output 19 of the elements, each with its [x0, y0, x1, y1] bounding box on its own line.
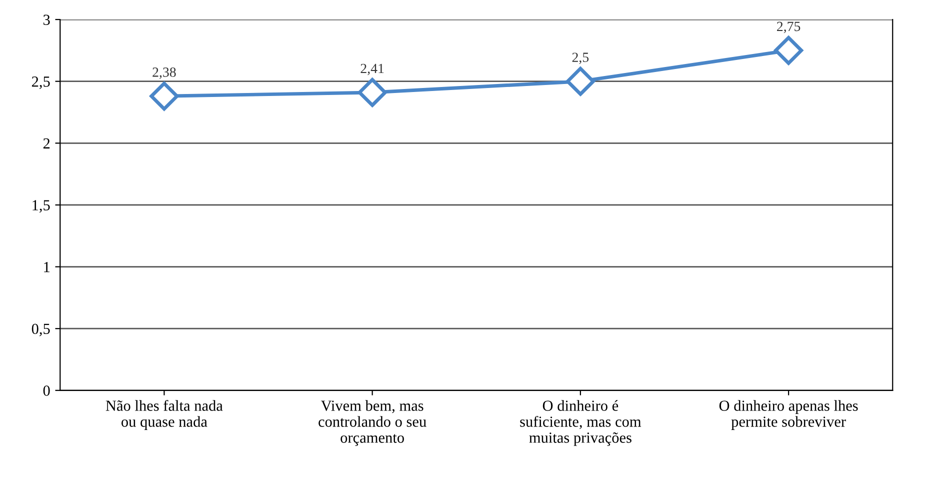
x-tick-label: O dinheiro é suficiente, mas com muitas privações [520, 400, 642, 446]
x-tick-label: Não lhes falta nada ou quase nada [106, 400, 223, 430]
y-tick-label: 0,5 [32, 324, 50, 336]
text: 2,41 [360, 64, 384, 76]
point [150, 82, 179, 111]
point [566, 66, 595, 96]
y-tick-label: 3 [43, 14, 50, 25]
y-tick-label: 2,5 [32, 76, 50, 89]
y-tick-label: 1 [44, 262, 50, 272]
y-tick-label: 2 [43, 138, 50, 148]
y-tick-label: 1,5 [32, 200, 50, 213]
x-tick-label: Vivem bem, mas controlando o seu orçamento [318, 400, 426, 446]
text: 2,38 [152, 67, 176, 79]
x-tick-label: O dinheiro apenas lhes permite sobreviver [719, 400, 858, 430]
y-tick-label: 0 [43, 386, 50, 396]
text: 2,5 [572, 52, 589, 64]
text: 2,75 [777, 22, 800, 34]
point [774, 36, 804, 65]
point [358, 78, 387, 107]
